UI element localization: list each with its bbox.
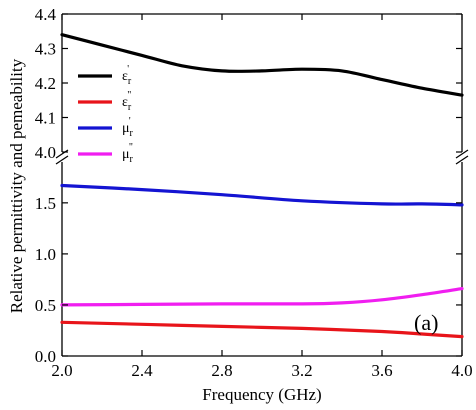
right-axis-break-mark bbox=[455, 155, 469, 165]
mu-real-line bbox=[60, 183, 464, 207]
y-tick-label-upper: 4.4 bbox=[35, 5, 57, 24]
legend-label: εr' bbox=[122, 64, 132, 87]
left-axis-break-mark bbox=[55, 155, 69, 165]
eps-real-line bbox=[60, 33, 464, 97]
y-axis-title: Relative permittivity and pemeability bbox=[7, 58, 26, 313]
tick-layer: 2.0 2.4 2.8 3.2 3.6 4.0 4.0 4.1 4.2 4.3 4.4 0.0 0.5 1… bbox=[35, 5, 473, 380]
right-axis-break-mark bbox=[455, 149, 469, 159]
y-tick-label-upper: 4.1 bbox=[35, 109, 56, 128]
y-tick-label-upper: 4.0 bbox=[35, 143, 56, 162]
legend: εr' εr" μr' μr" bbox=[78, 64, 134, 165]
x-tick-label: 3.2 bbox=[291, 361, 312, 380]
x-tick-label: 2.8 bbox=[211, 361, 232, 380]
y-tick-label-upper: 4.2 bbox=[35, 74, 56, 93]
x-tick-label: 2.4 bbox=[131, 361, 153, 380]
legend-label: μr" bbox=[122, 142, 134, 165]
y-tick-label-upper: 4.3 bbox=[35, 40, 56, 59]
eps-imag-line bbox=[60, 320, 464, 339]
y-tick-label-lower: 0.5 bbox=[35, 296, 56, 315]
x-tick-label: 2.0 bbox=[51, 361, 72, 380]
x-tick-label: 4.0 bbox=[451, 361, 472, 380]
legend-label: μr' bbox=[122, 116, 134, 139]
left-axis-break-mark bbox=[55, 149, 69, 159]
panel-label: (a) bbox=[414, 310, 438, 335]
x-axis-title: Frequency (GHz) bbox=[202, 385, 321, 404]
legend-label: εr" bbox=[122, 90, 132, 113]
y-tick-label-lower: 0.0 bbox=[35, 347, 56, 366]
series-layer bbox=[60, 33, 464, 339]
y-tick-label-lower: 1.5 bbox=[35, 194, 56, 213]
y-tick-label-lower: 1.0 bbox=[35, 245, 56, 264]
mu-imag-line bbox=[60, 287, 464, 307]
x-tick-label: 3.6 bbox=[371, 361, 392, 380]
